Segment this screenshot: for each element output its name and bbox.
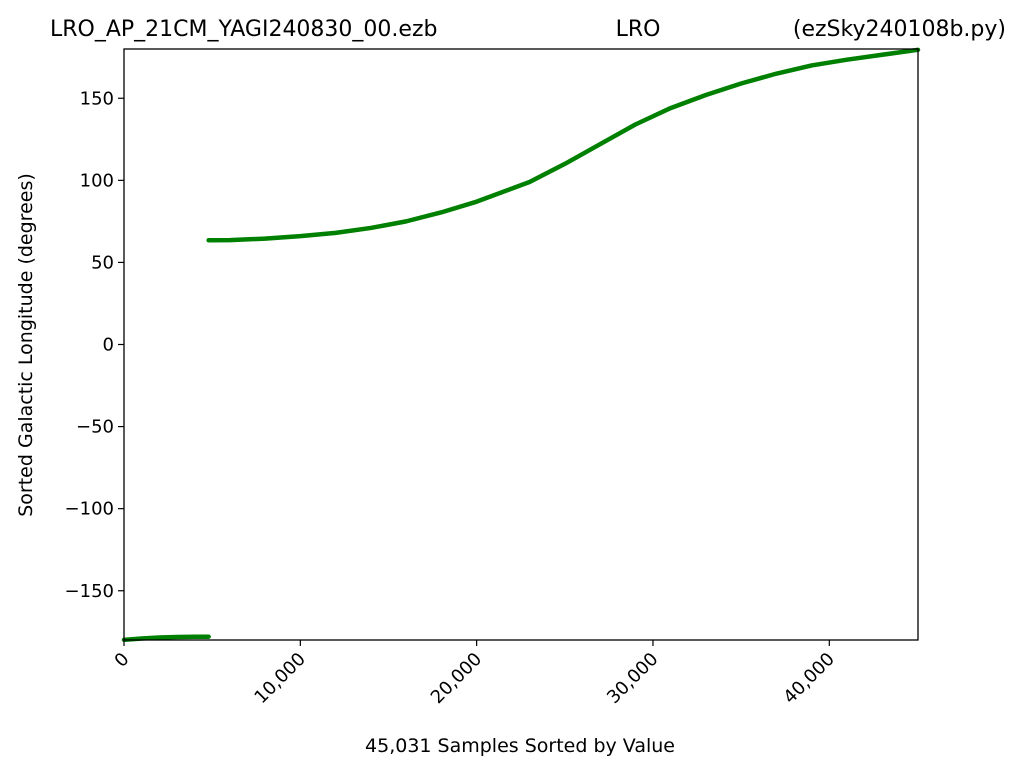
- chart-title: LRO_AP_21CM_YAGI240830_00.ezb LRO (ezSky…: [50, 17, 1006, 42]
- title-left: LRO_AP_21CM_YAGI240830_00.ezb: [50, 17, 437, 42]
- title-center: LRO: [616, 17, 661, 42]
- x-axis-ticks: 0 10,000 20,000 30,000 40,000: [111, 640, 839, 708]
- y-axis-ticks: −150 −100 −50 0 50 100 150: [65, 88, 124, 602]
- x-tick-label: 10,000: [250, 649, 309, 708]
- plot-frame: [123, 48, 919, 641]
- y-tick-label: −100: [65, 499, 114, 520]
- series-line-segment-1: [121, 634, 211, 643]
- x-tick-label: 30,000: [603, 649, 662, 708]
- y-tick-label: −50: [76, 417, 114, 438]
- y-tick-label: 0: [103, 335, 114, 356]
- x-axis-label: 45,031 Samples Sorted by Value: [365, 735, 675, 757]
- series-line-segment-2: [206, 47, 921, 243]
- y-tick-label: 150: [80, 88, 114, 109]
- x-tick-label: 0: [111, 649, 134, 672]
- y-tick-label: −150: [65, 581, 114, 602]
- title-right: (ezSky240108b.py): [793, 17, 1006, 42]
- x-tick-label: 40,000: [779, 649, 838, 708]
- y-tick-label: 50: [91, 252, 114, 273]
- series-layer: [121, 47, 921, 643]
- y-tick-label: 100: [80, 170, 114, 191]
- x-tick-label: 20,000: [427, 649, 486, 708]
- y-axis-label: Sorted Galactic Longitude (degrees): [15, 173, 37, 517]
